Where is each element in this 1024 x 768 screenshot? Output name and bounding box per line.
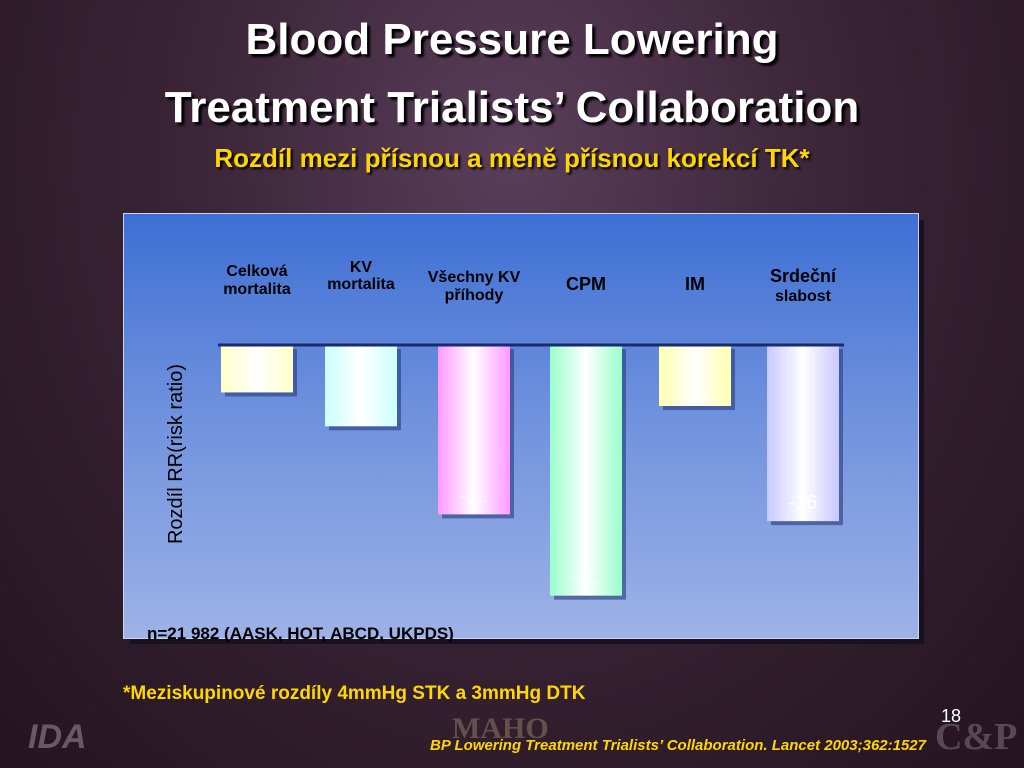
category-label: mortalita xyxy=(327,276,395,293)
category-label: CPM xyxy=(566,274,606,294)
category-label: Všechny KV xyxy=(428,269,521,286)
bar xyxy=(325,345,397,426)
bar xyxy=(221,345,293,392)
sample-size-note: n=21 982 (AASK, HOT, ABCD, UKPDS) xyxy=(147,624,454,644)
logo-maho: MAHO xyxy=(452,712,549,746)
category-label: KV xyxy=(350,259,373,276)
logo-ida: IDA xyxy=(28,718,87,757)
data-label: -2.. xyxy=(572,567,601,589)
category-label: Srdeční xyxy=(770,266,837,286)
bar xyxy=(659,345,731,406)
y-axis-label: Rozdíl RR(risk ratio) xyxy=(165,364,187,544)
category-label: Celková xyxy=(226,263,287,280)
title-line-2: Treatment Trialists’ Collaboration xyxy=(0,80,1024,136)
data-label: -16 xyxy=(789,492,818,514)
logo-cp: C&P xyxy=(935,715,1017,759)
category-label: mortalita xyxy=(223,281,291,298)
category-label: příhody xyxy=(445,287,504,304)
footnote: *Meziskupinové rozdíly 4mmHg STK a 3mmHg… xyxy=(123,683,585,705)
bar-chart: Rozdíl RR(risk ratio) -1..-2..-16Celkovám… xyxy=(124,214,918,638)
category-label: slabost xyxy=(775,288,832,305)
chart-panel: Rozdíl RR(risk ratio) -1.. -2.. -16 Celková m… xyxy=(123,213,919,639)
bar xyxy=(550,345,622,596)
subtitle: Rozdíl mezi přísnou a méně přísnou korek… xyxy=(0,143,1024,174)
title-line-1: Blood Pressure Lowering xyxy=(0,12,1024,68)
data-label: -1.. xyxy=(460,485,489,507)
category-label: IM xyxy=(685,274,705,294)
